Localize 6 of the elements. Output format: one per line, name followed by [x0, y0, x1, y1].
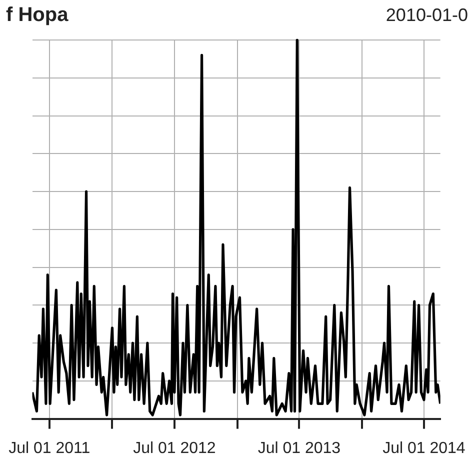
x-tick-label: Jul 01 2011 [8, 440, 90, 457]
chart-title: f Hopa [6, 4, 68, 26]
chart-subtitle: 2010-01-0 [386, 4, 468, 26]
x-tick-label: Jul 01 2012 [133, 440, 216, 457]
x-tick-label: Jul 01 2014 [382, 440, 466, 457]
x-tick-label: Jul 01 2013 [258, 440, 341, 457]
